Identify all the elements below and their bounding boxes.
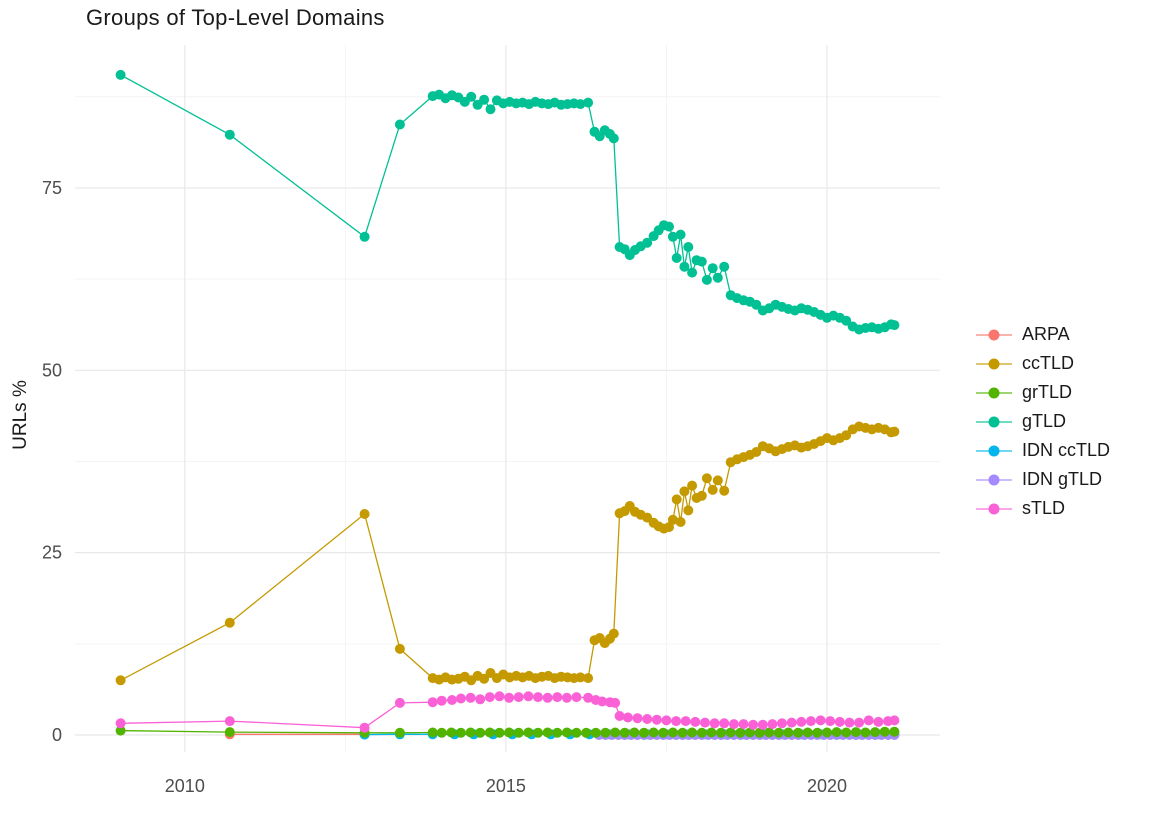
legend-key-icon	[976, 329, 1012, 340]
legend-item-arpa: ARPA	[976, 320, 1110, 349]
x-axis-tick-label: 2010	[165, 776, 205, 796]
y-axis-tick-label: 25	[42, 543, 62, 563]
legend-key-icon	[976, 358, 1012, 369]
legend-key-icon	[976, 416, 1012, 427]
series-stld	[115, 691, 900, 733]
x-axis-tick-label: 2015	[486, 776, 526, 796]
y-axis-tick-label: 75	[42, 178, 62, 198]
y-axis-tick-label: 0	[52, 725, 62, 745]
y-axis-tick-label: 50	[42, 360, 62, 380]
legend-label: sTLD	[1022, 498, 1066, 518]
series-cctld	[115, 421, 900, 686]
legend-label: IDN gTLD	[1022, 469, 1103, 489]
y-axis-title: URLs %	[10, 380, 31, 450]
legend-label: gTLD	[1022, 411, 1067, 431]
legend-key-icon	[976, 503, 1012, 514]
legend-item-stld: sTLD	[976, 494, 1110, 523]
legend-label: ARPA	[1022, 324, 1070, 344]
legend-label: ccTLD	[1022, 353, 1075, 373]
legend-item-grtld: grTLD	[976, 378, 1110, 407]
series-gtld	[115, 69, 900, 335]
legend-item-gtld: gTLD	[976, 407, 1110, 436]
legend-key-icon	[976, 445, 1012, 456]
series-arpa	[224, 729, 370, 740]
legend-label: IDN ccTLD	[1022, 440, 1111, 460]
x-axis-tick-labels: 2010 2015 2020	[165, 776, 847, 796]
legend-key-icon	[976, 474, 1012, 485]
legend: ARPA ccTLD grTLD gTLD IDN ccTLD IDN gTLD sTLD	[976, 320, 1110, 523]
chart-title: Groups of Top-Level Domains	[86, 5, 385, 30]
legend-item-cctld: ccTLD	[976, 349, 1110, 378]
legend-item-idn-cctld: IDN ccTLD	[976, 436, 1110, 465]
legend-item-idn-gtld: IDN gTLD	[976, 465, 1110, 494]
x-axis-tick-label: 2020	[807, 776, 847, 796]
series-grtld	[115, 725, 900, 738]
y-axis-tick-labels: 0 25 50 75	[42, 178, 62, 745]
legend-key-icon	[976, 387, 1012, 398]
legend-label: grTLD	[1022, 382, 1073, 402]
gridlines	[75, 45, 940, 752]
